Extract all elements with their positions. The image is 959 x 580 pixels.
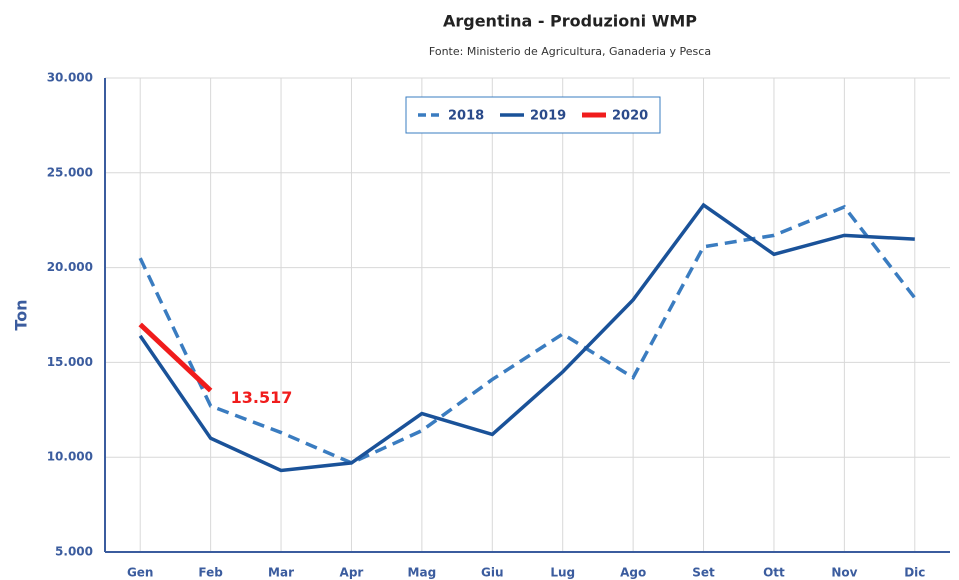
x-tick-label: Lug [550, 566, 575, 580]
legend-box [405, 96, 661, 134]
x-tick-label: Giu [481, 566, 504, 580]
y-tick-label: 10.000 [47, 450, 93, 464]
y-tick-label: 30.000 [47, 71, 93, 85]
y-tick-label: 20.000 [47, 260, 93, 274]
x-tick-label: Gen [127, 566, 154, 580]
legend-label: 2019 [530, 109, 566, 124]
x-tick-label: Mar [268, 566, 294, 580]
data-label: 13.517 [231, 388, 293, 407]
x-tick-label: Apr [340, 566, 364, 580]
series-line [138, 322, 213, 393]
chart-subtitle: Fonte: Ministerio de Agricultura, Ganade… [429, 45, 711, 58]
x-tick-label: Dic [904, 566, 925, 580]
x-tick-label: Feb [198, 566, 223, 580]
x-tick-label: Set [692, 566, 715, 580]
x-tick-label: Ott [763, 566, 785, 580]
series-line [138, 204, 917, 465]
legend-label: 2020 [612, 109, 648, 124]
y-tick-label: 5.000 [55, 545, 93, 559]
x-tick-label: Mag [408, 566, 437, 580]
y-tick-label: 15.000 [47, 355, 93, 369]
series-line [138, 202, 915, 473]
x-tick-label: Ago [620, 566, 646, 580]
x-tick-label: Nov [831, 566, 857, 580]
y-axis-label: Ton [12, 299, 31, 330]
legend-label: 2018 [448, 109, 484, 124]
chart-title: Argentina - Produzioni WMP [443, 12, 697, 31]
y-tick-label: 25.000 [47, 165, 93, 179]
